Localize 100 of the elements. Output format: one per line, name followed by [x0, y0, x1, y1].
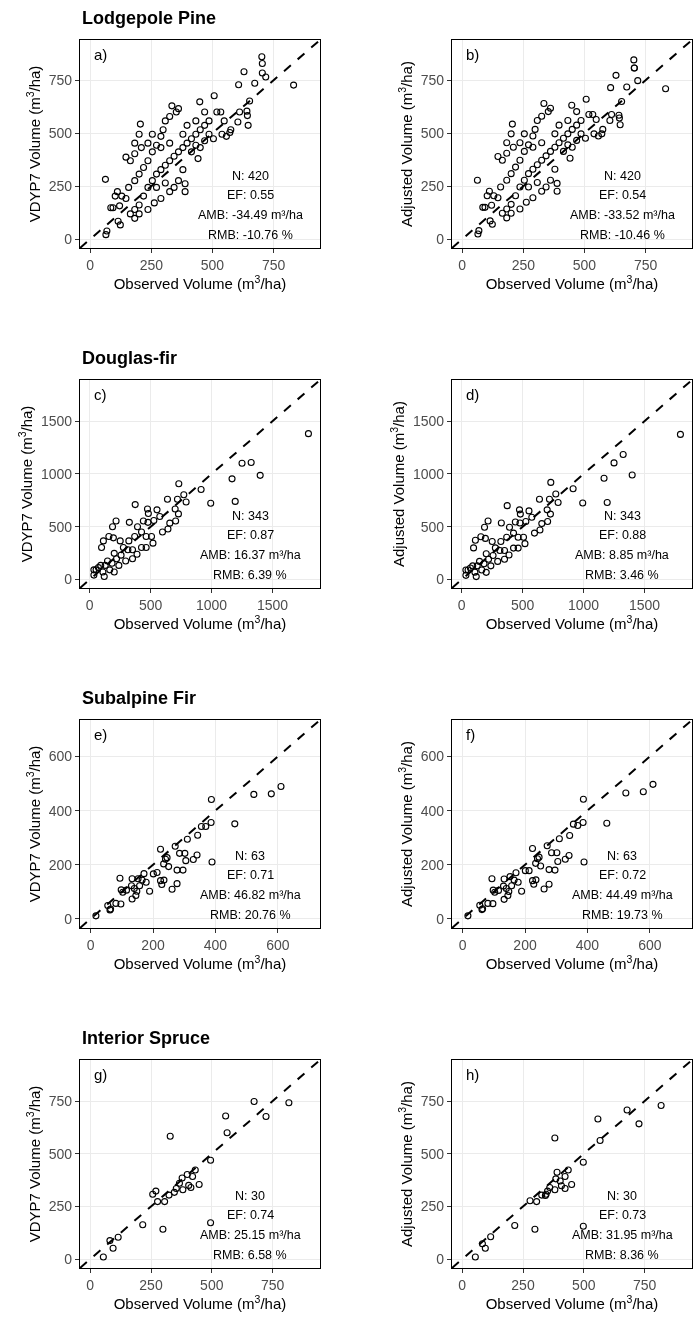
point: [136, 882, 144, 890]
annotation: EF: 0.88: [599, 528, 647, 542]
y-tick-label: 0: [64, 231, 73, 247]
point: [112, 899, 120, 907]
point: [540, 885, 548, 893]
point: [494, 886, 503, 894]
y-tick-label: 750: [420, 72, 445, 89]
point: [489, 900, 497, 908]
x-axis-title: Observed Volume (m$^{3}$/ha): [113, 272, 287, 293]
annotation: N: 63: [607, 849, 637, 863]
x-axis-title: Observed Volume (m$^{3}$/ha): [113, 612, 287, 633]
x-axis-title: Observed Volume (m$^{3}$/ha): [485, 272, 659, 293]
annotation: EF: 0.72: [599, 868, 647, 882]
point: [208, 858, 216, 866]
point: [149, 870, 157, 878]
point: [152, 1187, 160, 1195]
annotation: AMB: -34.49 m³/ha: [198, 208, 303, 222]
x-tick-label: 600: [266, 936, 290, 953]
x-tick-label: 500: [200, 1276, 224, 1293]
point: [207, 1219, 215, 1227]
y-tick-label: 750: [420, 1092, 445, 1109]
point: [179, 866, 187, 874]
point: [564, 1166, 572, 1174]
annotation: N: 420: [604, 169, 641, 183]
point: [170, 1188, 178, 1196]
point: [566, 831, 574, 840]
point: [568, 1181, 576, 1189]
point: [194, 831, 202, 839]
point: [594, 1115, 602, 1123]
point: [476, 901, 484, 909]
point: [182, 857, 190, 865]
chart-title: Subalpine Fir: [82, 688, 197, 708]
point: [574, 821, 582, 830]
point: [183, 835, 191, 843]
point: [149, 1190, 157, 1198]
annotation: c): [94, 386, 107, 403]
point: [187, 1183, 195, 1192]
y-tick-label: 500: [48, 125, 73, 142]
x-tick-label: 0: [458, 936, 467, 953]
point: [114, 1233, 122, 1241]
x-tick-label: 400: [203, 936, 228, 953]
y-tick-label: 500: [420, 518, 445, 535]
annotation: AMB: 8.85 m³/ha: [575, 548, 669, 562]
point: [133, 887, 141, 895]
point: [649, 780, 657, 788]
x-tick-label: 200: [513, 936, 537, 953]
y-tick-label: 0: [436, 1251, 445, 1268]
x-tick-label: 400: [575, 936, 600, 953]
annotation: AMB: 46.82 m³/ha: [200, 888, 301, 902]
chart-title: Interior Spruce: [82, 1028, 211, 1048]
point: [128, 895, 136, 903]
point: [99, 1253, 107, 1261]
point: [639, 788, 647, 796]
annotation: b): [466, 46, 480, 63]
point: [165, 1191, 173, 1199]
point: [262, 1112, 270, 1121]
annotation: RMB: 6.58 %: [213, 1248, 287, 1262]
point: [499, 882, 508, 890]
point: [156, 845, 165, 853]
annotation: EF: 0.71: [227, 868, 275, 882]
point: [92, 912, 100, 920]
y-tick-label: 400: [420, 802, 445, 819]
x-tick-label: 0: [458, 256, 467, 273]
annotation: g): [94, 1066, 108, 1083]
x-tick-label: 0: [86, 1276, 95, 1293]
point: [514, 878, 522, 886]
y-tick-label: 0: [64, 571, 73, 588]
point: [484, 899, 492, 907]
annotation: AMB: 44.49 m³/ha: [572, 888, 673, 902]
y-tick-label: 250: [420, 1198, 445, 1215]
point: [561, 1172, 569, 1181]
point: [579, 818, 587, 827]
x-tick-label: 500: [200, 256, 225, 273]
point: [579, 795, 587, 803]
point: [500, 895, 508, 903]
point: [207, 1156, 215, 1164]
y-tick-label: 1000: [40, 465, 73, 482]
annotation: RMB: 8.36 %: [585, 1248, 659, 1262]
point: [544, 1187, 552, 1195]
x-tick-label: 1500: [628, 596, 661, 613]
point: [168, 885, 176, 893]
annotation: RMB: -10.76 %: [208, 228, 293, 242]
point: [569, 820, 577, 828]
x-axis-title: Observed Volume (m$^{3}$/ha): [113, 1292, 287, 1313]
point: [545, 880, 553, 888]
annotation: RMB: 3.46 %: [585, 568, 659, 582]
x-tick-label: 500: [572, 1276, 596, 1293]
y-tick-label: 1500: [40, 413, 73, 430]
point: [181, 849, 189, 857]
point: [487, 1233, 495, 1241]
point: [175, 1179, 183, 1187]
point: [183, 1170, 191, 1178]
annotation: AMB: 25.15 m³/ha: [200, 1228, 301, 1242]
point: [528, 844, 537, 853]
point: [222, 1112, 230, 1120]
point: [622, 789, 630, 797]
x-axis-title: Observed Volume (m$^{3}$/ha): [113, 952, 287, 973]
point: [160, 860, 168, 868]
point: [554, 857, 562, 866]
y-tick-label: 250: [48, 178, 73, 195]
